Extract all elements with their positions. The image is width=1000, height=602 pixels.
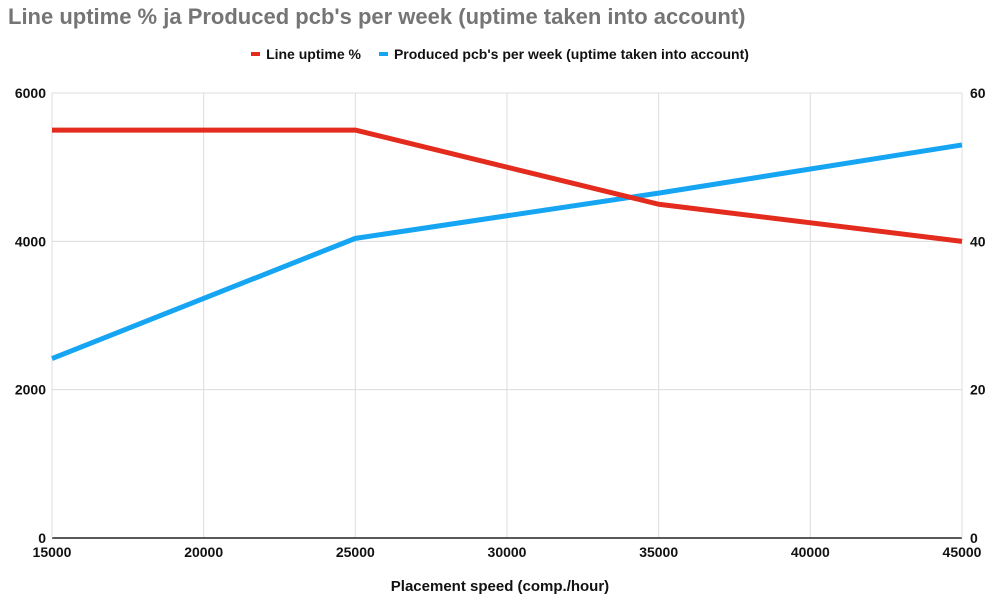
y-left-tick-label: 6000 [15,85,46,101]
y-right-tick-label: 0 [970,530,978,546]
legend-item-line-uptime: Line uptime % [251,46,361,62]
series-line-produced-pcbs [51,142,963,361]
legend-item-produced-pcbs: Produced pcb's per week (uptime taken in… [378,46,749,62]
x-tick-label: 15000 [33,544,72,560]
legend: Line uptime % Produced pcb's per week (u… [0,46,1000,62]
legend-label-produced-pcbs: Produced pcb's per week (uptime taken in… [393,46,749,62]
x-tick-label: 45000 [943,544,982,560]
x-tick-label: 40000 [791,544,830,560]
legend-swatch-produced-pcbs [378,52,388,56]
x-axis-label: Placement speed (comp./hour) [390,578,610,595]
x-tick-label: 30000 [488,544,527,560]
y-left-tick-label: 2000 [15,382,46,398]
x-tick-label: 20000 [184,544,223,560]
series-line-line-uptime [52,127,963,244]
y-left-tick-label: 0 [38,530,46,546]
legend-swatch-line-uptime [251,52,261,56]
x-tick-label: 25000 [336,544,375,560]
y-right-tick-label: 20 [970,382,986,398]
y-left-tick-label: 4000 [15,233,46,249]
y-right-tick-label: 60 [970,85,986,101]
legend-label-line-uptime: Line uptime % [266,46,361,62]
x-tick-label: 35000 [639,544,678,560]
y-right-tick-label: 40 [970,233,986,249]
chart-title: Line uptime % ja Produced pcb's per week… [8,4,746,29]
